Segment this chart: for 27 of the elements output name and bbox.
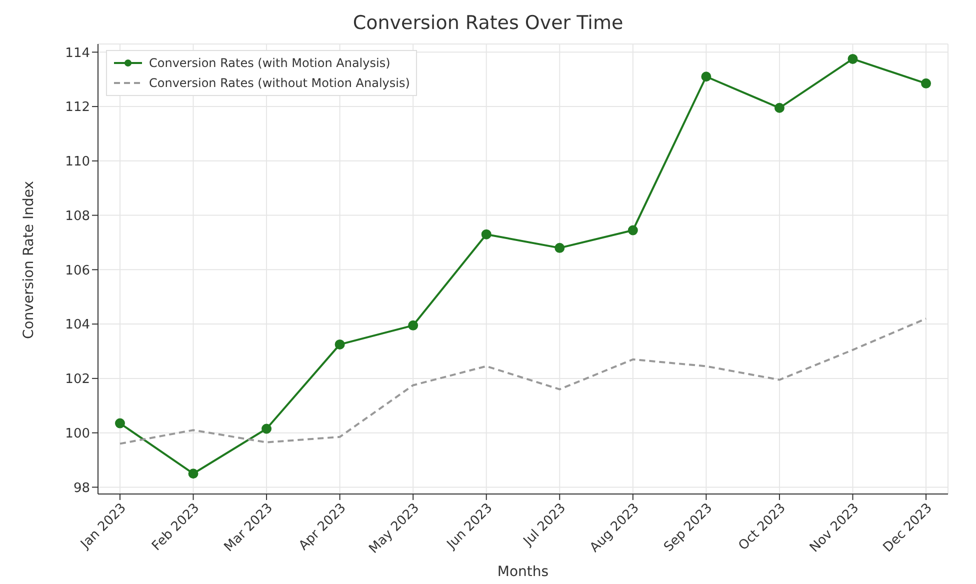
y-tick-label: 110 <box>65 154 90 170</box>
legend-label: Conversion Rates (with Motion Analysis) <box>149 55 390 72</box>
point <box>262 424 272 434</box>
point <box>334 339 345 350</box>
y-tick-label: 108 <box>65 208 90 224</box>
point <box>188 468 198 479</box>
point <box>554 242 565 253</box>
point <box>628 225 638 236</box>
y-tick-label: 112 <box>65 100 90 116</box>
y-axis-title: Conversion Rate Index <box>20 180 37 339</box>
y-tick-label: 114 <box>65 46 90 61</box>
point <box>481 229 492 240</box>
legend-label: Conversion Rates (without Motion Analysis) <box>149 75 410 92</box>
y-tick-label: 102 <box>65 372 90 388</box>
point <box>848 54 858 64</box>
y-tick-label: 98 <box>73 480 90 496</box>
y-tick-label: 100 <box>65 426 90 442</box>
point <box>114 418 125 428</box>
y-tick-label: 104 <box>65 318 90 333</box>
point <box>701 72 712 82</box>
point <box>774 102 784 113</box>
chart-title: Conversion Rates Over Time <box>352 11 624 36</box>
line-series <box>118 318 928 445</box>
point <box>921 78 932 88</box>
point <box>408 320 418 330</box>
x-axis-title: Months <box>497 564 549 580</box>
y-tick-label: 106 <box>65 263 90 278</box>
